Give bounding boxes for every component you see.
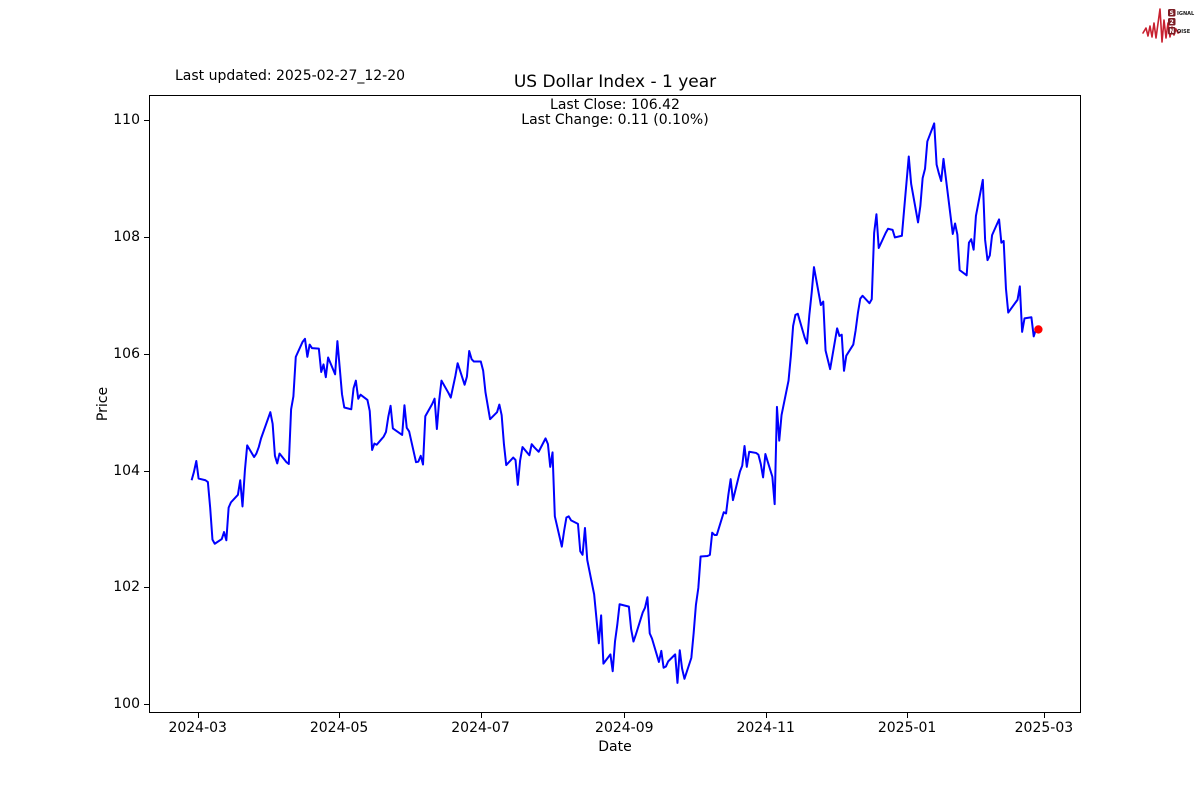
x-tick-label: 2024-03 [168,720,227,736]
logo-word-signal: IGNAL [1177,11,1195,17]
x-tick-mark [765,713,767,718]
x-tick-label: 2024-09 [595,720,654,736]
last-change-text: Last Change: 0.11 (0.10%) [521,112,709,128]
logo-badge-s-letter: S [1170,11,1174,17]
chart-subtitle: Last Close: 106.42 Last Change: 0.11 (0.… [149,98,1081,128]
y-tick-label: 108 [113,228,140,245]
logo-word-noise: OISE [1177,29,1191,35]
y-tick-mark [144,353,149,355]
x-tick-label: 2025-01 [877,720,937,736]
logo-badge-s [1168,9,1176,17]
y-tick-mark [144,120,149,122]
x-tick-label: 2024-11 [736,720,795,736]
y-tick-mark [144,704,149,706]
signal2noise-logo: S IGNAL 2 N OISE [1142,2,1198,46]
y-tick-label: 100 [113,696,140,713]
chart-title: US Dollar Index - 1 year [513,72,717,92]
y-tick-label: 104 [113,462,140,479]
price-line [190,122,1039,684]
y-tick-label: 110 [113,112,140,129]
logo-badge-n-letter: N [1169,29,1174,35]
x-tick-label: 2024-05 [309,720,369,736]
x-axis-label: Date [598,739,632,755]
x-tick-mark [1043,713,1045,718]
x-tick-mark [339,713,341,718]
last-updated-text: Last updated: 2025-02-27_12-20 [175,68,406,84]
logo-badge-2-digit: 2 [1170,20,1174,26]
price-line-chart [190,122,1043,684]
y-tick-label: 106 [113,345,140,362]
y-axis-label: Price [95,386,111,422]
y-tick-mark [144,470,149,472]
plot-area [149,95,1081,713]
logo-badge-n [1168,27,1176,35]
x-tick-mark [480,713,482,718]
y-tick-label: 102 [113,579,140,596]
last-close-text: Last Close: 106.42 [550,97,680,113]
y-tick-mark [144,587,149,589]
x-tick-mark [907,713,909,718]
x-tick-mark [197,713,199,718]
logo-badge-2 [1168,18,1176,26]
x-tick-label: 2024-07 [451,720,510,736]
x-tick-label: 2025-03 [1014,720,1074,736]
y-tick-mark [144,236,149,238]
last-close-marker [1034,325,1043,334]
x-tick-mark [624,713,626,718]
